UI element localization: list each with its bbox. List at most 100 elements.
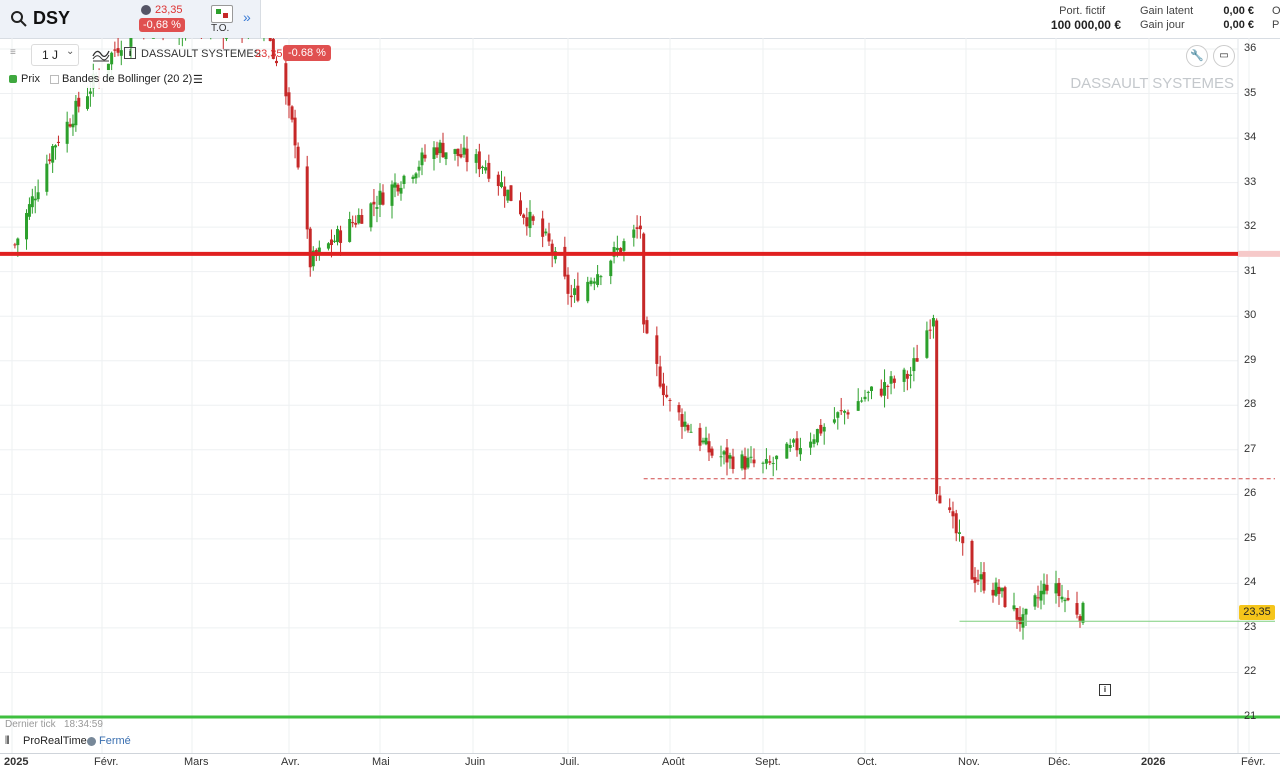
window-icon[interactable]: ▭	[1213, 45, 1235, 67]
candle-body	[336, 229, 340, 243]
candle-body	[749, 456, 753, 458]
candle-body	[892, 378, 896, 383]
candle-body	[30, 196, 34, 208]
candle-body	[531, 216, 535, 221]
x-axis-label: Juil.	[560, 756, 580, 768]
candle-body	[1039, 590, 1043, 601]
order-book-label[interactable]: T.O.	[211, 23, 230, 34]
candle-body	[970, 540, 974, 580]
candle-body	[886, 385, 890, 387]
candle-body	[655, 335, 659, 364]
info-icon[interactable]: i	[124, 47, 136, 59]
candle-body	[360, 215, 364, 224]
candle-body	[396, 184, 400, 192]
bollinger-label[interactable]: Bandes de Bollinger (20 2)	[62, 73, 193, 85]
candle-body	[798, 448, 802, 455]
candle-body	[677, 405, 681, 413]
candle-body	[948, 507, 952, 511]
candle-body	[378, 190, 382, 205]
candle-body	[484, 167, 488, 171]
candle-body	[432, 147, 436, 159]
candle-body	[563, 246, 567, 277]
candle-body	[77, 97, 81, 107]
y-axis-label: 24	[1244, 576, 1257, 589]
candle-body	[329, 239, 333, 246]
candle-body	[569, 295, 573, 298]
market-status-icon	[141, 5, 151, 15]
candle-body	[372, 201, 376, 205]
candle-body	[863, 396, 867, 400]
search-icon[interactable]	[10, 10, 28, 28]
candle-body	[88, 91, 92, 94]
candle-body	[668, 399, 672, 401]
candle-body	[819, 424, 823, 434]
bollinger-checkbox[interactable]	[50, 75, 59, 84]
candle-body	[815, 429, 819, 443]
indicator-icon[interactable]	[92, 46, 110, 62]
candle-body	[16, 238, 20, 246]
candle-body	[465, 148, 469, 163]
last-tick-time: 18:34:59	[64, 719, 103, 730]
candle-body	[870, 386, 874, 391]
candle-body	[274, 60, 278, 64]
gain-latent-value: 0,00 €	[1223, 5, 1254, 17]
market-status: Fermé	[99, 735, 131, 747]
candle-body	[1042, 583, 1046, 595]
candle-body	[686, 425, 690, 431]
candle-body	[1057, 582, 1061, 597]
candle-body	[728, 455, 732, 459]
chevron-down-icon[interactable]: ⌄	[66, 46, 75, 57]
list-icon[interactable]: ☰	[193, 74, 203, 86]
candle-body	[961, 536, 965, 544]
candle-body	[1054, 583, 1058, 594]
candle-body	[56, 141, 60, 143]
candle-body	[775, 455, 779, 460]
candle-body	[528, 211, 532, 229]
chart-watermark: DASSAULT SYSTEMES	[1070, 75, 1234, 92]
candle-body	[997, 586, 1001, 594]
candle-body	[268, 38, 272, 42]
gain-latent-label: Gain latent	[1140, 5, 1194, 17]
price-chart[interactable]	[0, 38, 1280, 753]
candle-body	[809, 441, 813, 448]
candle-body	[547, 233, 551, 242]
candle-body	[417, 166, 421, 171]
y-axis-label: 28	[1244, 398, 1257, 411]
candle-body	[915, 358, 919, 362]
candles	[13, 38, 1085, 640]
candle-body	[731, 456, 735, 469]
candle-body	[764, 459, 768, 464]
candle-body	[71, 123, 75, 128]
candle-body	[596, 274, 600, 285]
y-axis-label: 29	[1244, 353, 1257, 366]
candle-body	[462, 147, 466, 155]
candle-body	[785, 443, 789, 459]
candle-body	[619, 248, 623, 253]
candle-body	[622, 241, 626, 251]
y-axis-label: 23	[1244, 620, 1257, 633]
order-book-icon[interactable]	[211, 5, 233, 23]
candle-body	[402, 175, 406, 184]
candle-body	[224, 38, 228, 39]
x-axis-label: Sept.	[755, 756, 781, 768]
wrench-icon[interactable]: 🔧	[1186, 45, 1208, 67]
x-axis-label: Août	[662, 756, 685, 768]
y-axis-label: 27	[1244, 442, 1257, 455]
candle-body	[1033, 595, 1037, 607]
candle-body	[843, 410, 847, 413]
event-info-icon[interactable]: i	[1099, 684, 1111, 696]
price-series-swatch[interactable]	[9, 75, 17, 83]
y-axis-label: 34	[1244, 131, 1257, 144]
candle-body	[33, 198, 37, 201]
expand-chevron-icon[interactable]: »	[243, 9, 251, 25]
candle-body	[550, 243, 554, 255]
candle-body	[982, 572, 986, 591]
symbol-name[interactable]: DSY	[33, 8, 71, 28]
period-value[interactable]: 1 J	[42, 48, 59, 62]
candle-body	[369, 203, 373, 228]
drag-handle-icon[interactable]: ≡	[10, 47, 16, 58]
candle-body	[599, 276, 603, 278]
period-selector[interactable]	[31, 44, 79, 66]
price-series-label[interactable]: Prix	[21, 73, 40, 85]
candle-body	[435, 147, 439, 155]
